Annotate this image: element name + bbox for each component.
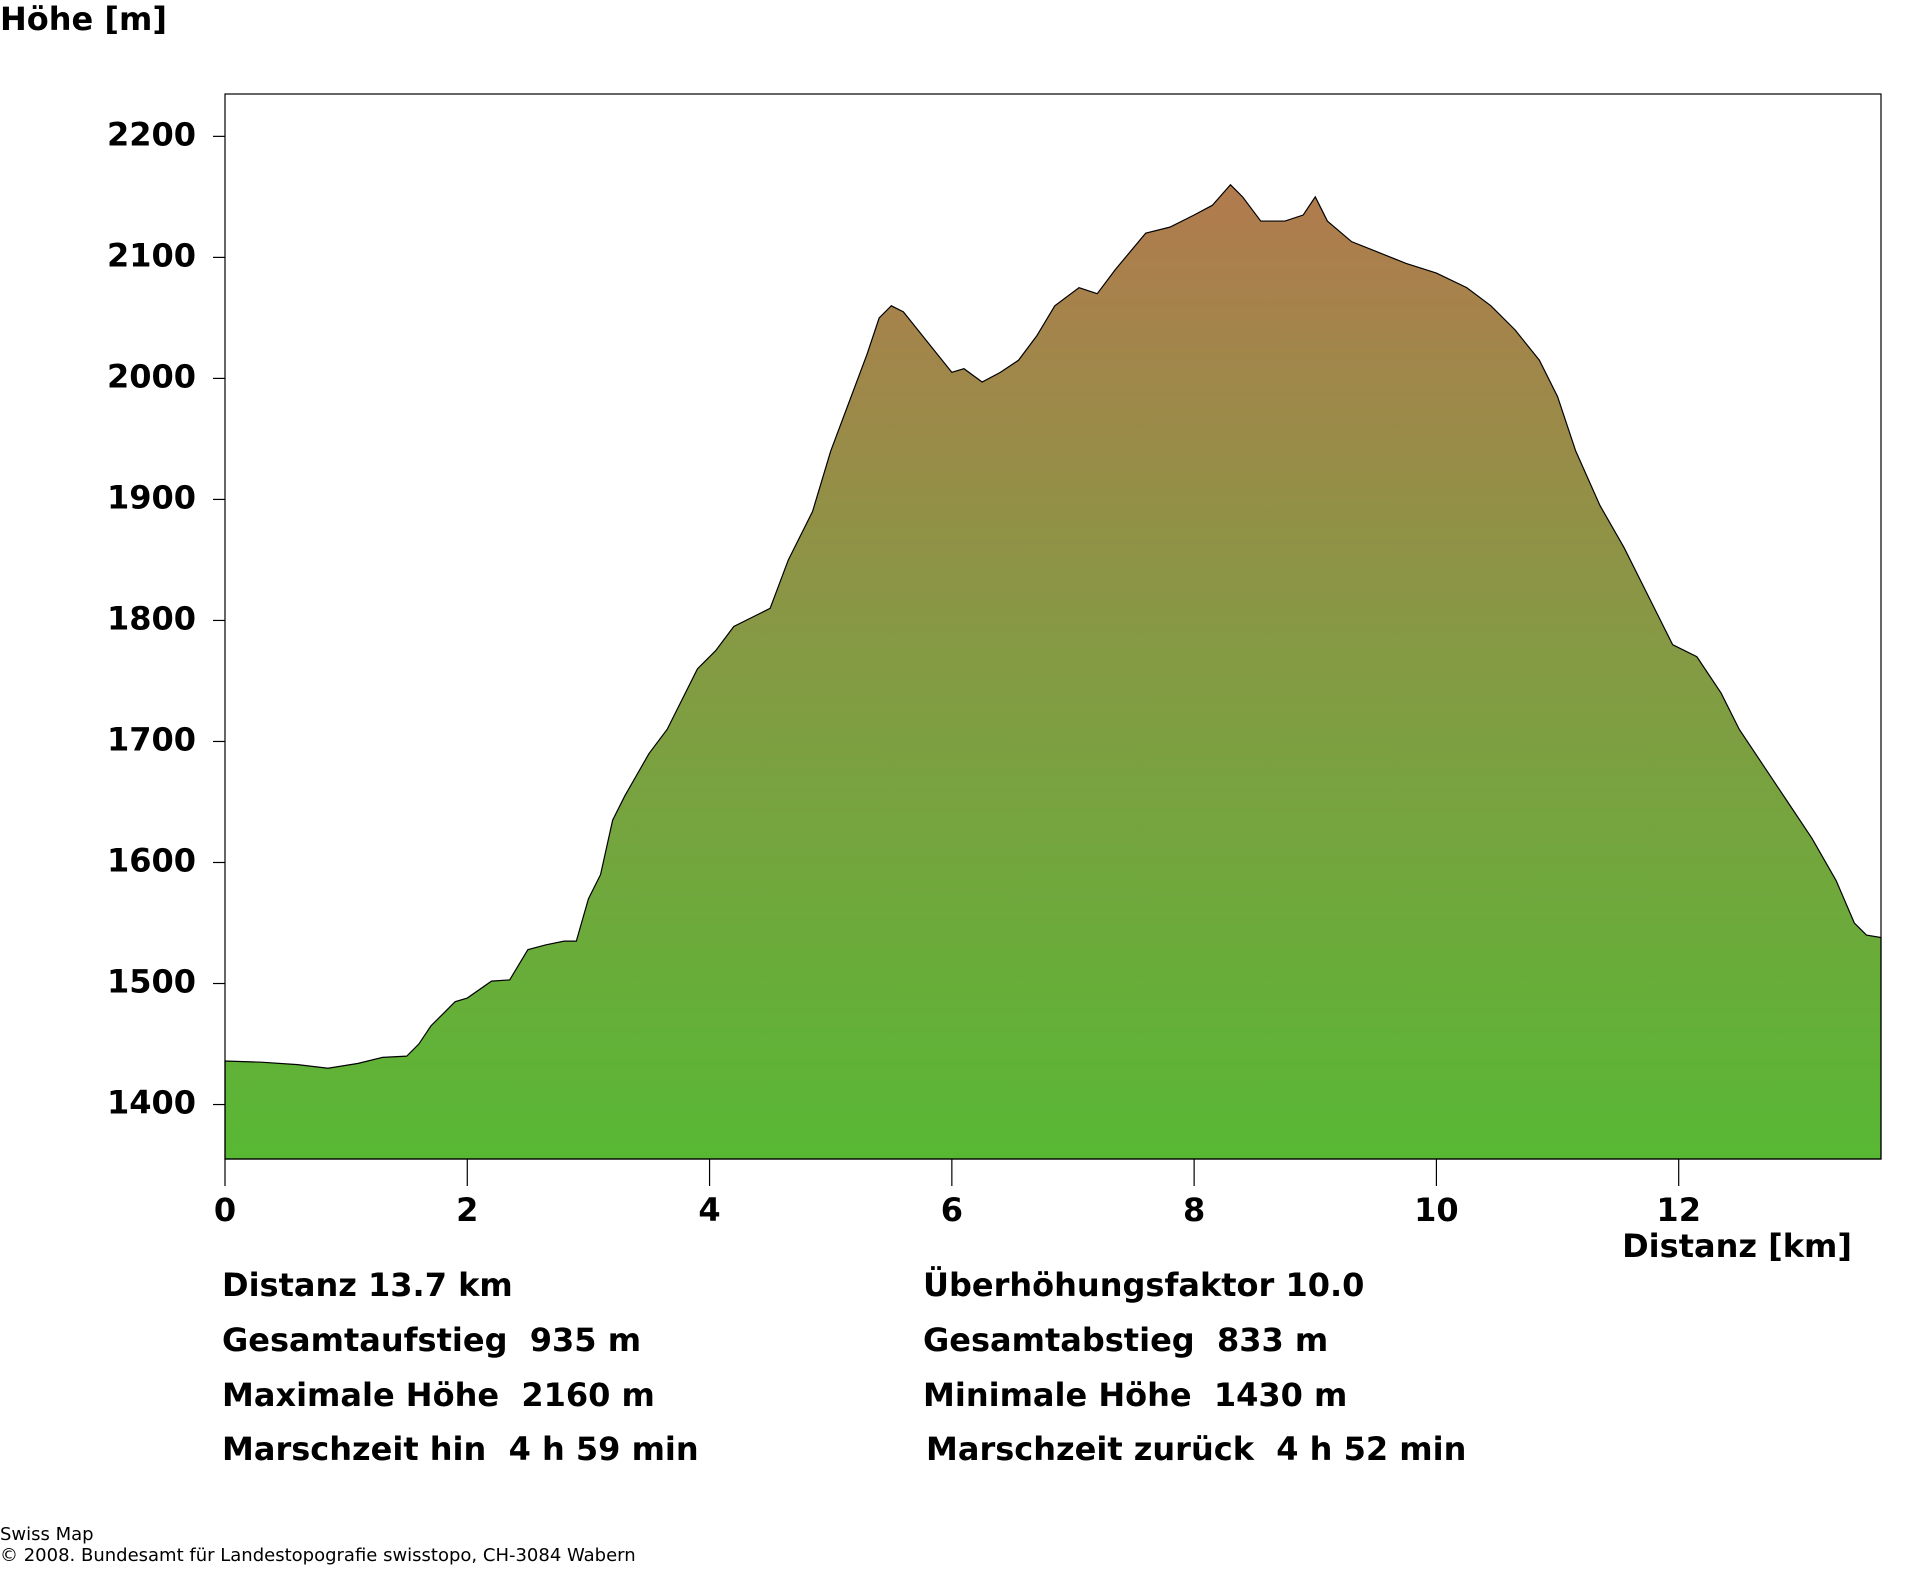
y-tick-label: 1500: [107, 963, 196, 1001]
plot-frame: [224, 93, 1882, 1160]
x-tick-label: 12: [1656, 1191, 1701, 1229]
y-tick-label: 1400: [107, 1084, 196, 1122]
x-tick-label: 4: [698, 1191, 720, 1229]
stat-text: Distanz 13.7 km: [222, 1266, 513, 1304]
y-tick-label: 1600: [107, 841, 196, 879]
y-tick-label: 1900: [107, 478, 196, 516]
x-tick-label: 2: [456, 1191, 478, 1229]
x-tick-label: 10: [1414, 1191, 1459, 1229]
elevation-area: [224, 183, 1882, 1160]
y-tick-label: 1800: [107, 599, 196, 637]
y-tick-label: 2200: [107, 115, 196, 153]
x-tick-label: 6: [941, 1191, 963, 1229]
footer-text: © 2008. Bundesamt für Landestopografie s…: [0, 1545, 636, 1566]
y-axis-label: Höhe [m]: [0, 0, 167, 38]
x-tick-label: 8: [1183, 1191, 1205, 1229]
stat-text: Marschzeit hin 4 h 59 min: [222, 1430, 699, 1468]
stat-text: Minimale Höhe 1430 m: [923, 1376, 1347, 1414]
x-axis-label: Distanz [km]: [1622, 1227, 1852, 1265]
y-tick-label: 2100: [107, 236, 196, 274]
stat-text: Gesamtaufstieg 935 m: [222, 1321, 641, 1359]
stat-text: Gesamtabstieg 833 m: [923, 1321, 1328, 1359]
y-tick-label: 1700: [107, 720, 196, 758]
stat-text: Überhöhungsfaktor 10.0: [923, 1266, 1364, 1304]
y-tick-label: 2000: [107, 357, 196, 395]
stat-text: Maximale Höhe 2160 m: [222, 1376, 655, 1414]
stat-text: Marschzeit zurück 4 h 52 min: [926, 1430, 1466, 1468]
footer-text: Swiss Map: [0, 1524, 94, 1545]
x-tick-label: 0: [214, 1191, 236, 1229]
